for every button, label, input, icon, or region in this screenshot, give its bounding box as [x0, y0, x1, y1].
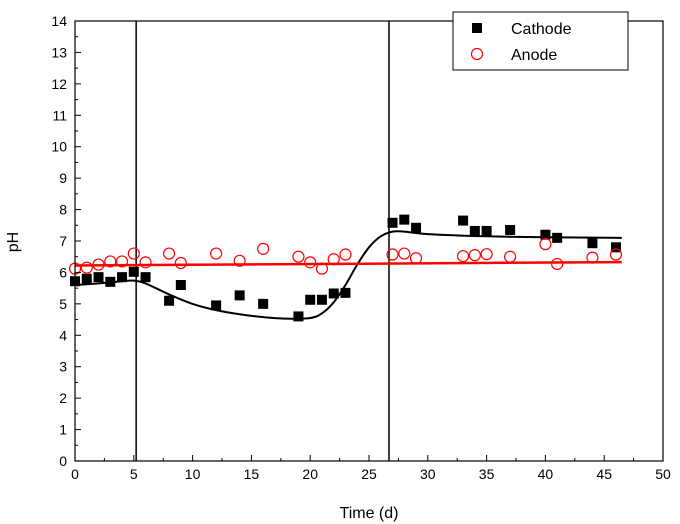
cathode-point-23	[481, 225, 492, 236]
cathode-point-17	[340, 287, 351, 298]
anode-point-4	[104, 255, 117, 268]
x-tick-label: 50	[655, 466, 671, 482]
anode-point-20	[409, 252, 423, 265]
anode-point-24	[504, 250, 517, 263]
plot-area	[68, 21, 623, 461]
anode-point-2	[80, 261, 93, 274]
cathode-point-6	[128, 266, 139, 277]
cathode-point-22	[469, 225, 480, 236]
plot-frame	[74, 20, 664, 462]
y-tick-label: 1	[59, 422, 67, 438]
y-tick-label: 14	[51, 13, 67, 29]
cathode-point-19	[399, 214, 410, 225]
cathode-point-4	[105, 276, 116, 287]
anode-point-25	[539, 238, 552, 251]
x-tick-label: 35	[479, 466, 495, 482]
cathode-point-10	[211, 300, 222, 311]
anode-point-18	[386, 248, 399, 261]
y-tick-label: 12	[51, 76, 67, 92]
anode-point-17	[339, 248, 352, 261]
anode-point-19	[398, 247, 411, 260]
y-tick-label: 11	[52, 107, 67, 123]
y-tick-label: 8	[59, 202, 67, 218]
y-tick-label: 0	[59, 453, 67, 469]
legend-marker-anode	[470, 47, 484, 61]
legend-label-anode: Anode	[511, 47, 557, 64]
cathode-point-9	[175, 280, 186, 290]
legend-marker-cathode	[472, 23, 482, 33]
cathode-point-14	[305, 294, 316, 305]
cathode-point-28	[610, 242, 621, 253]
anode-point-14	[304, 256, 317, 269]
cathode-point-27	[587, 238, 598, 249]
x-tick-label: 40	[538, 466, 554, 482]
cathode-point-11	[234, 290, 245, 301]
cathode-fit-line	[74, 230, 622, 320]
anode-point-5	[115, 255, 129, 268]
cathode-point-8	[164, 295, 175, 306]
y-tick-label: 2	[59, 390, 67, 406]
x-tick-label: 25	[361, 466, 377, 482]
anode-point-15	[315, 262, 329, 275]
anode-point-11	[233, 254, 246, 267]
x-tick-label: 0	[71, 466, 79, 482]
cathode-point-13	[293, 311, 304, 322]
anode-point-26	[551, 257, 564, 271]
anode-point-6	[127, 247, 140, 260]
cathode-point-3	[93, 272, 104, 283]
y-tick-label: 10	[51, 139, 67, 155]
anode-point-22	[468, 249, 481, 262]
y-tick-label: 13	[51, 44, 67, 60]
cathode-point-15	[316, 294, 327, 305]
anode-point-8	[162, 247, 176, 260]
x-tick-label: 5	[130, 466, 138, 482]
x-tick-label: 30	[420, 466, 436, 482]
x-tick-label: 45	[596, 466, 612, 482]
anode-point-12	[257, 242, 270, 255]
y-tick-label: 6	[59, 264, 67, 280]
cathode-point-12	[258, 298, 269, 309]
anode-fit-line	[74, 260, 622, 267]
cathode-point-24	[505, 225, 516, 235]
x-axis-title: Time (d)	[340, 505, 399, 522]
anode-point-16	[327, 253, 340, 266]
anode-point-9	[174, 256, 187, 270]
x-tick-label: 15	[244, 466, 260, 482]
anode-point-10	[210, 247, 223, 260]
cathode-point-21	[458, 215, 469, 226]
cathode-point-5	[117, 272, 128, 283]
x-tick-label: 10	[185, 466, 201, 482]
cathode-point-26	[552, 232, 563, 243]
legend-box	[452, 11, 629, 71]
cathode-point-2	[81, 273, 92, 284]
y-tick-label: 5	[59, 296, 67, 312]
anode-point-21	[456, 249, 470, 263]
anode-point-3	[92, 258, 105, 271]
y-tick-label: 7	[59, 233, 67, 249]
cathode-point-16	[328, 288, 339, 299]
anode-point-23	[480, 248, 493, 261]
cathode-point-25	[540, 229, 551, 240]
cathode-point-7	[140, 272, 151, 283]
cathode-point-18	[387, 217, 398, 228]
anode-point-28	[609, 248, 623, 261]
y-tick-label: 4	[59, 327, 67, 343]
anode-point-27	[586, 251, 599, 264]
anode-point-13	[292, 250, 305, 263]
cathode-point-20	[411, 222, 422, 233]
x-tick-label: 20	[302, 466, 318, 482]
legend-label-cathode: Cathode	[511, 21, 572, 38]
anode-point-7	[139, 256, 152, 269]
legend: Cathode Anode	[452, 11, 629, 71]
y-tick-label: 9	[59, 170, 67, 186]
y-tick-label: 3	[59, 359, 67, 375]
y-axis-title: pH	[5, 232, 22, 252]
